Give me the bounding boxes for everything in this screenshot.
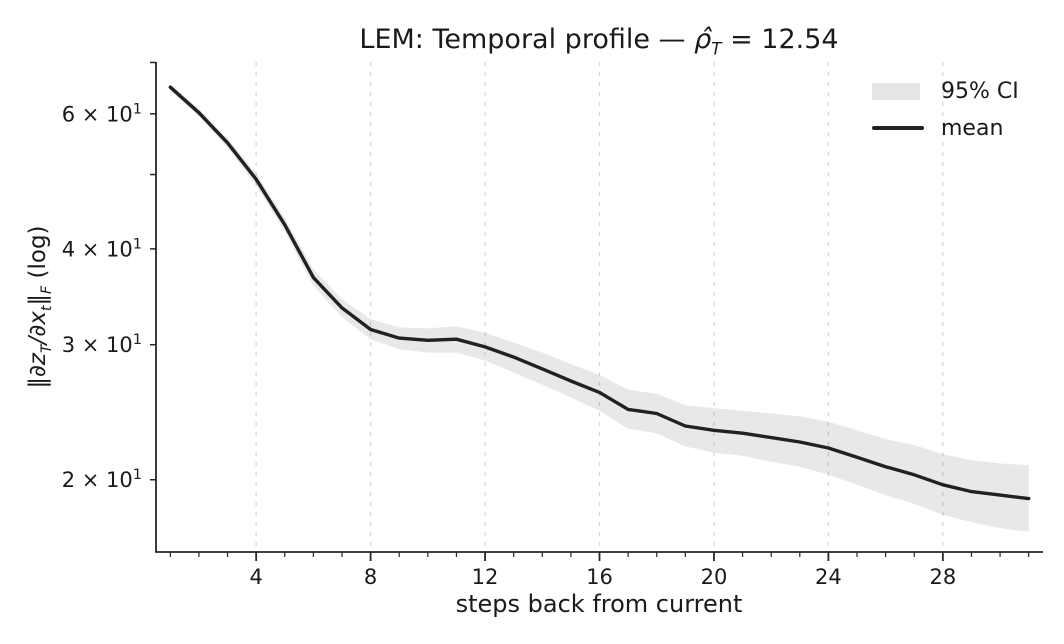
partial-z: ∂z xyxy=(25,353,52,378)
legend-ci-swatch-box xyxy=(872,82,924,100)
norm-bar-open: ‖ xyxy=(25,377,52,389)
chart-title-prefix: LEM: Temporal profile — xyxy=(359,24,695,55)
y-axis-label: ‖∂zT/∂xt‖F (log) xyxy=(25,225,55,388)
legend-mean-swatch-box xyxy=(872,126,924,130)
x-tick-label: 24 xyxy=(815,565,842,589)
y-tick-label: 2 × 101 xyxy=(62,467,142,492)
chart-title: LEM: Temporal profile — ρ̂T = 12.54 xyxy=(359,24,838,58)
ci-band xyxy=(170,84,1029,532)
legend-mean-label: mean xyxy=(941,115,1004,141)
legend-row-ci: 95% CI xyxy=(872,78,1019,104)
x-tick-label: 28 xyxy=(929,565,956,589)
rho-hat-symbol: ρ̂ xyxy=(694,24,712,55)
rho-hat-subscript: T xyxy=(711,38,722,59)
x-tick-label: 12 xyxy=(472,565,499,589)
y-tick-label: 6 × 101 xyxy=(62,101,142,126)
x-tick-label: 8 xyxy=(364,565,377,589)
partial-x: /∂x xyxy=(25,311,52,345)
x-tick-label: 20 xyxy=(701,565,728,589)
y-tick-label: 4 × 101 xyxy=(62,236,142,261)
norm-bar-close: ‖ xyxy=(25,293,52,306)
log-suffix: (log) xyxy=(25,225,52,286)
mean-line xyxy=(168,85,1031,501)
legend-ci-label: 95% CI xyxy=(941,78,1019,104)
x-axis-label: steps back from current xyxy=(455,590,743,618)
sub-t: t xyxy=(38,305,55,312)
legend-row-mean: mean xyxy=(872,115,1019,141)
legend: 95% CI mean xyxy=(872,78,1019,141)
chart-title-value: = 12.54 xyxy=(721,24,839,55)
x-tick-label: 16 xyxy=(586,565,613,589)
mean-line-swatch-icon xyxy=(872,126,924,130)
sub-F: F xyxy=(38,285,55,294)
y-tick-label: 3 × 101 xyxy=(62,332,142,357)
x-tick-label: 4 xyxy=(249,565,262,589)
sub-T: T xyxy=(38,344,55,354)
ci-band-swatch-icon xyxy=(872,82,920,100)
